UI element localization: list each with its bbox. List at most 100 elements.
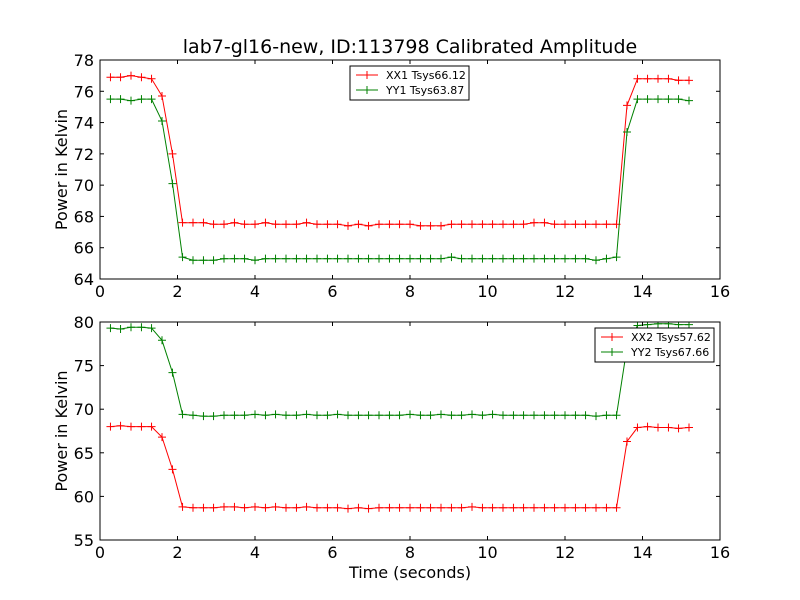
data-point [540,503,549,512]
data-point [643,95,652,104]
data-point [509,503,518,512]
x-tick-label: 6 [327,543,337,562]
data-point [530,411,538,420]
data-point [137,95,146,104]
data-point [302,254,311,263]
data-point [426,503,435,512]
data-point [499,503,507,512]
data-point [519,220,528,229]
data-point [209,256,218,265]
legend-label: YY2 Tsys67.66 [630,346,709,359]
data-point [499,411,507,420]
series-2 [106,95,693,265]
data-point [116,73,125,82]
x-tick-label: 10 [477,543,497,562]
data-point [468,220,476,229]
data-point [209,220,218,229]
x-tick-label: 4 [250,543,260,562]
data-point [158,117,166,126]
data-point [550,254,559,263]
x-tick-label: 10 [477,282,497,301]
data-point [468,502,476,511]
data-point [550,503,559,512]
data-point [674,322,683,329]
data-point [220,411,228,420]
data-point [530,503,538,512]
data-point [178,253,187,262]
data-point [158,336,166,345]
data-point [468,254,476,263]
data-point [540,218,549,227]
data-point [116,324,125,333]
data-point [292,411,301,420]
x-tick-label: 16 [710,282,730,301]
data-point [251,502,259,511]
data-point [323,220,332,229]
y-tick-label: 80 [74,313,94,332]
y-tick-label: 60 [74,487,94,506]
data-point [364,221,373,230]
y-tick-label: 64 [74,270,94,289]
data-point [612,411,621,420]
x-tick-label: 16 [710,543,730,562]
legend: XX2 Tsys57.62 YY2 Tsys67.66 [594,327,715,363]
data-point [447,220,456,229]
data-point [209,412,218,421]
data-point [623,437,631,446]
data-point [395,503,404,512]
data-point [292,254,301,263]
legend-marker [608,333,616,341]
data-point [478,254,487,263]
data-point [189,218,197,227]
data-point [220,502,228,511]
data-point [426,254,435,263]
data-point [106,422,115,431]
data-point [292,220,301,229]
data-point [550,220,559,229]
legend-box [594,327,715,363]
data-point [488,410,497,419]
data-point [323,503,332,512]
x-axis-label: Time (seconds) [348,563,471,582]
data-point [375,503,383,512]
data-point [385,503,394,512]
data-point [178,502,187,511]
data-point [664,74,673,83]
data-point [261,254,270,263]
data-point [664,95,673,104]
data-point [592,256,600,265]
data-point [313,503,321,512]
data-point [612,503,621,512]
data-point [581,254,590,263]
y-tick-label: 75 [74,357,94,376]
data-point [282,503,290,512]
data-point [395,411,404,420]
data-point [488,254,497,263]
data-point [654,322,662,328]
data-point [251,220,259,229]
data-point [437,221,445,230]
data-point [633,423,642,432]
data-point [406,503,414,512]
data-point [592,220,600,229]
data-point [313,254,321,263]
data-point [426,411,435,420]
data-point [168,179,177,188]
legend-marker [363,71,371,79]
data-point [147,422,156,431]
data-point [457,220,466,229]
data-point [406,410,414,419]
data-point [643,422,652,431]
data-point [178,410,187,419]
data-point [230,411,239,420]
data-point [685,423,693,432]
data-point [199,256,208,265]
y-tick-label: 72 [74,145,94,164]
y-tick-label: 70 [74,176,94,195]
data-point [406,254,414,263]
data-point [127,323,135,332]
data-point [478,220,487,229]
data-point [282,220,290,229]
data-point [623,127,631,136]
data-point [509,254,518,263]
